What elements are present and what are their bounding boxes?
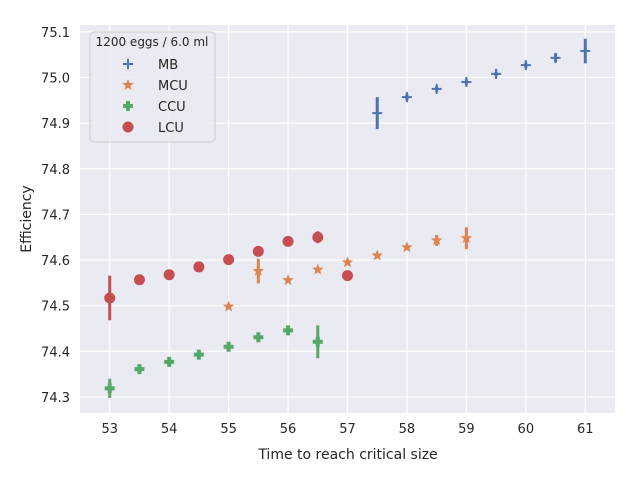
y-tick-label: 74.3 (41, 391, 70, 406)
data-point (341, 256, 354, 268)
data-point (312, 263, 324, 275)
legend: 1200 eggs / 6.0 ml MB MCU CCU LCU (89, 31, 216, 143)
series-lcu (104, 231, 353, 321)
data-point (430, 234, 443, 246)
data-point (253, 332, 264, 343)
x-axis-label: Time to reach critical size (257, 447, 437, 463)
data-point (491, 68, 502, 79)
data-point (133, 274, 145, 286)
series-ccu (104, 325, 323, 398)
data-point (580, 46, 591, 57)
series-mcu (222, 227, 473, 312)
legend-label-ccu: CCU (158, 100, 186, 115)
data-point (401, 241, 413, 253)
data-point (550, 52, 561, 63)
y-tick-label: 74.5 (41, 300, 70, 315)
legend-label-lcu: LCU (158, 121, 184, 136)
y-tick-labels: 74.3 74.4 74.5 74.6 74.7 74.8 74.9 75.0 75.1 (41, 26, 70, 406)
data-point (223, 254, 235, 266)
x-tick-label: 57 (339, 422, 356, 437)
series-mb (372, 38, 591, 130)
legend-box (89, 31, 216, 143)
data-point (431, 83, 442, 94)
data-point (372, 108, 383, 119)
data-marks (104, 38, 591, 398)
y-tick-label: 74.4 (41, 345, 70, 360)
data-point (282, 274, 294, 286)
y-axis-label: Efficiency (19, 185, 35, 252)
legend-marker-lcu (122, 121, 134, 133)
legend-items: MB MCU CCU LCU (122, 58, 188, 136)
y-tick-label: 74.8 (41, 163, 70, 178)
data-point (164, 356, 175, 367)
legend-title: 1200 eggs / 6.0 ml (96, 35, 209, 49)
data-point (282, 235, 294, 247)
legend-marker-ccu (123, 101, 133, 111)
data-point (401, 92, 412, 103)
y-tick-label: 74.9 (41, 117, 70, 132)
x-tick-label: 59 (458, 422, 475, 437)
x-tick-label: 54 (161, 422, 178, 437)
data-point (193, 261, 205, 273)
y-tick-label: 75.1 (41, 26, 70, 41)
data-point (371, 249, 383, 261)
y-tick-label: 75.0 (41, 71, 70, 86)
x-tick-label: 53 (101, 422, 118, 437)
data-point (312, 336, 323, 347)
legend-label-mb: MB (158, 58, 178, 73)
data-point (342, 270, 353, 282)
x-tick-label: 58 (399, 422, 416, 437)
legend-label-mcu: MCU (158, 79, 188, 94)
x-tick-labels: 53 54 55 56 57 58 59 60 61 (101, 422, 593, 437)
legend-marker-mcu (122, 79, 134, 90)
data-point (283, 325, 294, 336)
legend-marker-mb (123, 59, 133, 69)
grid (80, 25, 615, 413)
data-point (252, 265, 265, 276)
y-tick-label: 74.7 (41, 208, 70, 223)
data-point (460, 232, 473, 244)
y-tick-label: 74.6 (41, 254, 70, 269)
data-point (193, 349, 204, 360)
x-tick-label: 55 (220, 422, 237, 437)
data-point (222, 300, 235, 312)
data-point (223, 341, 234, 352)
data-point (461, 77, 472, 88)
data-point (104, 292, 116, 304)
x-tick-label: 61 (577, 422, 594, 437)
data-point (134, 364, 145, 375)
data-point (163, 269, 175, 281)
data-point (104, 383, 115, 394)
x-tick-label: 60 (518, 422, 535, 437)
x-tick-label: 56 (280, 422, 297, 437)
data-point (312, 231, 324, 243)
data-point (252, 245, 264, 257)
data-point (520, 60, 531, 71)
